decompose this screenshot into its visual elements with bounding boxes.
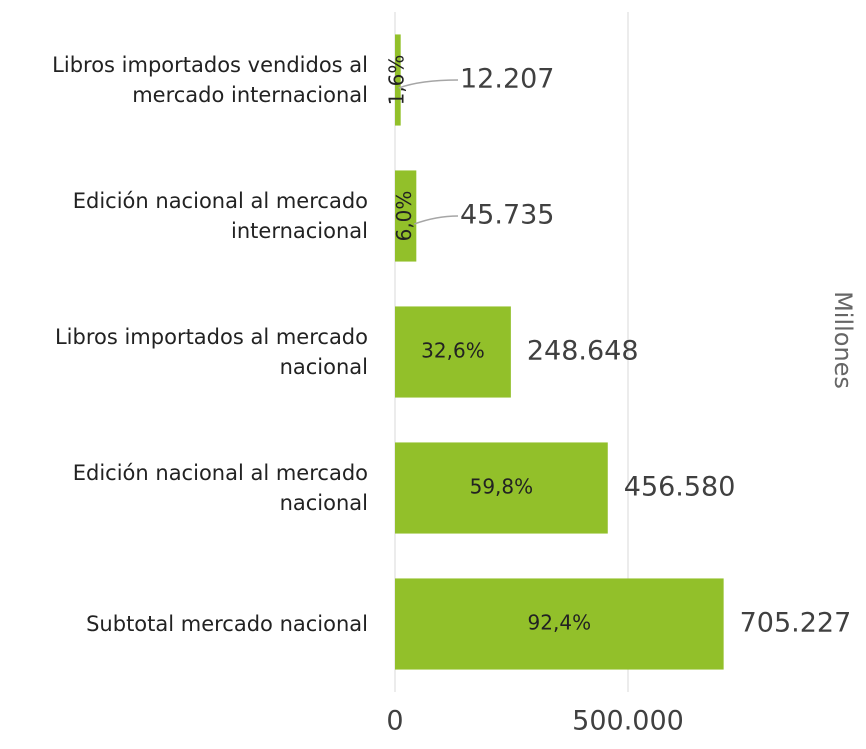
bar	[395, 34, 401, 126]
x-tick-label: 0	[386, 706, 403, 737]
bar	[395, 578, 724, 670]
value-label: 705.227	[740, 608, 852, 639]
y-tick-label: Libros importados vendidos al mercado in…	[52, 53, 368, 107]
percent-label: 1,6%	[384, 55, 408, 106]
value-label: 12.207	[460, 64, 554, 95]
percent-label: 59,8%	[470, 475, 534, 499]
bar	[395, 170, 417, 262]
value-label: 456.580	[624, 472, 736, 503]
leader-line	[414, 215, 459, 225]
bar	[395, 442, 608, 534]
x-tick-label: 500.000	[572, 706, 684, 737]
axis-title: Millones	[829, 291, 857, 389]
y-tick-label: Libros importados al mercado nacional	[54, 325, 368, 379]
value-label: 45.735	[460, 200, 554, 231]
percent-label: 32,6%	[421, 339, 485, 363]
y-tick-label: Subtotal mercado nacional	[86, 612, 368, 636]
leader-line	[398, 79, 459, 89]
percent-label: 92,4%	[528, 611, 592, 635]
value-label: 248.648	[527, 336, 639, 367]
bar	[395, 306, 511, 398]
percent-label: 6,0%	[392, 191, 416, 242]
y-tick-label: Edición nacional al mercado nacional	[72, 461, 368, 515]
y-tick-label: Edición nacional al mercado internaciona…	[72, 189, 368, 243]
